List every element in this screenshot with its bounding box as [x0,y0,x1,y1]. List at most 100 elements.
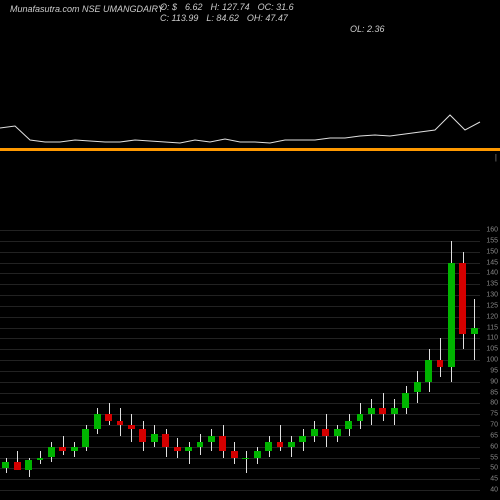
axis-label: 90 [490,378,498,385]
candle-wick [189,442,190,464]
candle-body [242,458,249,459]
grid-line [0,306,480,307]
ohlc-readout: O: $ 6.62H: 127.74OC: 31.6C: 113.99L: 84… [160,2,450,35]
candle-body [414,382,421,393]
candle-body [197,442,204,446]
candle-body [2,462,9,469]
grid-line [0,414,480,415]
axis-label: 110 [487,335,498,342]
candle-body [128,425,135,429]
axis-label: 60 [490,443,498,450]
grid-line [0,468,480,469]
axis-label: 140 [486,270,498,277]
candle-wick [383,393,384,421]
axis-label: 155 [486,237,498,244]
candle-body [459,263,466,335]
axis-label: 100 [486,357,498,364]
candle-body [448,263,455,367]
candle-body [231,451,238,458]
candle-body [71,447,78,451]
candle-body [48,447,55,458]
axis-label: 105 [486,346,498,353]
candle-body [402,393,409,408]
grid-line [0,284,480,285]
axis-label: 95 [490,367,498,374]
axis-label: 55 [490,454,498,461]
axis-label: 40 [490,487,498,494]
axis-label: 115 [487,324,498,331]
candle-body [425,360,432,382]
candle-body [334,429,341,436]
grid-line [0,263,480,264]
candle-body [82,429,89,446]
grid-line [0,360,480,361]
axis-label: 75 [490,411,498,418]
grid-line [0,252,480,253]
candle-body [94,414,101,429]
candle-wick [440,338,441,377]
tick-mark: | [495,153,497,162]
grid-line [0,382,480,383]
candle-body [322,429,329,436]
candle-body [311,429,318,436]
candle-body [117,421,124,425]
candle-body [265,442,272,451]
candle-wick [280,425,281,451]
axis-label: 135 [486,281,498,288]
axis-label: 85 [490,389,498,396]
candle-body [391,408,398,415]
grid-line [0,328,480,329]
candle-body [219,436,226,451]
grid-line [0,338,480,339]
grid-line [0,273,480,274]
grid-line [0,490,480,491]
candle-wick [63,436,64,456]
candle-body [254,451,261,458]
axis-label: 50 [490,465,498,472]
axis-label: 120 [486,313,498,320]
candle-wick [291,436,292,458]
panel-separator [0,148,500,151]
candle-body [208,436,215,443]
candle-body [162,434,169,447]
axis-label: 70 [490,422,498,429]
candle-body [357,414,364,421]
candle-wick [246,451,247,473]
grid-line [0,436,480,437]
candle-body [185,447,192,451]
candle-body [345,421,352,430]
candle-body [368,408,375,415]
candle-body [139,429,146,442]
chart-source-label: Munafasutra.com NSE UMANGDAIRY [10,4,164,14]
grid-line [0,241,480,242]
axis-label: 150 [486,248,498,255]
axis-label: 80 [490,400,498,407]
candle-body [299,436,306,443]
candle-body [277,442,284,446]
candle-body [37,458,44,460]
grid-line [0,458,480,459]
grid-line [0,425,480,426]
grid-line [0,479,480,480]
axis-label: 145 [486,259,498,266]
axis-label: 130 [486,292,498,299]
candle-body [151,434,158,443]
candle-body [25,460,32,471]
grid-line [0,230,480,231]
grid-line [0,349,480,350]
candle-body [379,408,386,415]
candle-body [14,462,21,471]
candle-body [59,447,66,451]
candlestick-chart[interactable]: 4045505560657075808590951001051101151201… [0,230,480,490]
indicator-line-chart [0,60,500,150]
grid-line [0,371,480,372]
grid-line [0,295,480,296]
candle-body [174,447,181,451]
axis-label: 160 [486,227,498,234]
grid-line [0,317,480,318]
axis-label: 65 [490,432,498,439]
candle-body [471,328,478,335]
candle-body [437,360,444,367]
axis-label: 125 [486,302,498,309]
axis-label: 45 [490,476,498,483]
